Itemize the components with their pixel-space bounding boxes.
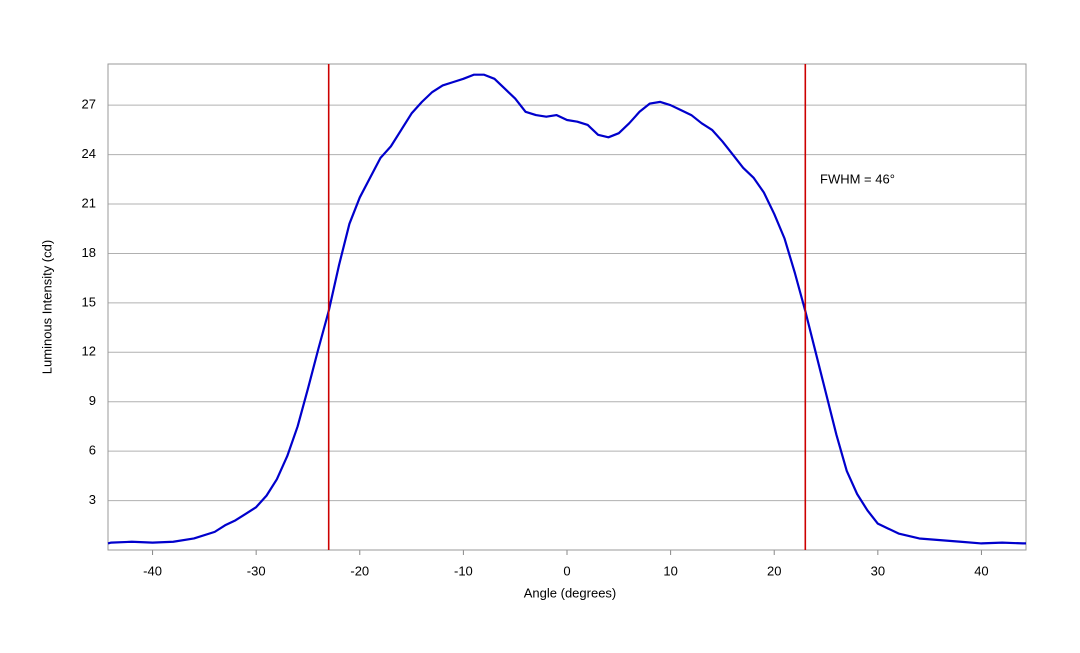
annotation: FWHM = 46°	[820, 171, 895, 186]
y-tick-label: 27	[82, 97, 96, 112]
y-tick-label: 6	[89, 443, 96, 458]
y-tick-label: 15	[82, 294, 96, 309]
y-axis-title: Luminous Intensity (cd)	[39, 240, 54, 374]
x-tick-label: 40	[974, 563, 988, 578]
y-tick-label: 12	[82, 344, 96, 359]
x-tick-label: -30	[247, 563, 266, 578]
y-tick-label: 9	[89, 393, 96, 408]
y-tick-label: 18	[82, 245, 96, 260]
x-tick-label: 30	[871, 563, 885, 578]
data-line	[107, 73, 1026, 545]
x-tick-label: 20	[767, 563, 781, 578]
x-axis-title: Angle (degrees)	[524, 585, 617, 600]
y-tick-label: 24	[82, 146, 96, 161]
x-tick-label: 0	[563, 563, 570, 578]
y-tick-label: 3	[89, 492, 96, 507]
x-tick-label: -20	[350, 563, 369, 578]
x-tick-label: -40	[143, 563, 162, 578]
plot-border	[107, 63, 1027, 551]
x-tick-label: -10	[454, 563, 473, 578]
x-tick-label: 10	[663, 563, 677, 578]
y-tick-label: 21	[82, 195, 96, 210]
